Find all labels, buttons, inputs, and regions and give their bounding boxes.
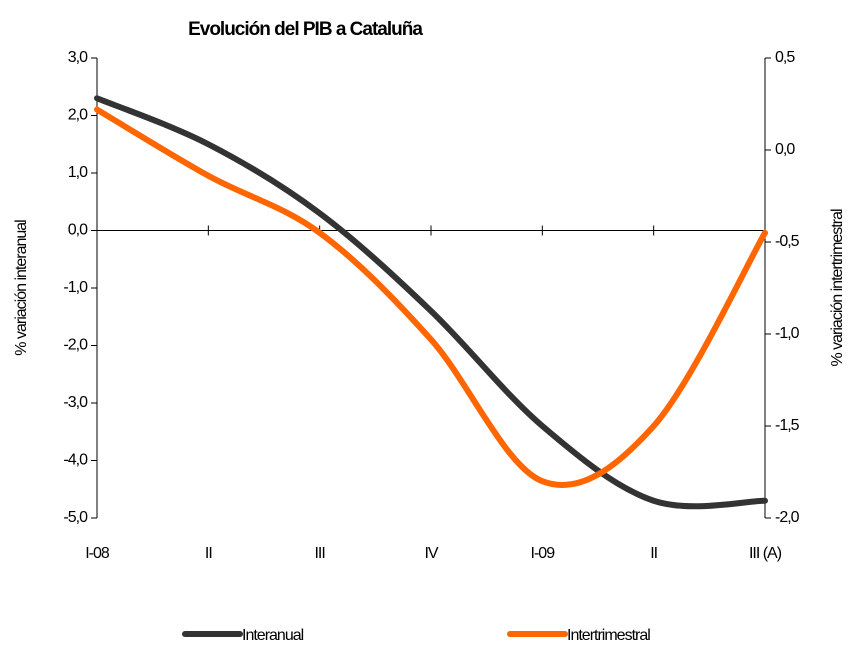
- y-tick-label: -1,0: [63, 279, 88, 296]
- series-line: [94, 106, 768, 488]
- y2-tick-label: -1,5: [775, 417, 800, 434]
- y-tick-label: 0,0: [68, 222, 88, 239]
- x-tick-label: II: [650, 545, 657, 562]
- x-tick-label: I-09: [531, 545, 556, 562]
- x-tick-label: I-08: [85, 545, 110, 562]
- x-tick-label: III (A): [749, 545, 782, 562]
- y-tick-label: -3,0: [63, 394, 88, 411]
- legend-label: Interanual: [242, 627, 304, 644]
- chart-title: Evolución del PIB a Cataluña: [188, 19, 423, 40]
- legend-label: Intertrimestral: [567, 627, 650, 644]
- x-tick-label: III: [314, 545, 324, 562]
- x-tick-label: IV: [424, 545, 438, 562]
- y-tick-label: 3,0: [68, 49, 88, 66]
- x-tick-label: II: [205, 545, 212, 562]
- y2-tick-label: 0,5: [775, 49, 795, 66]
- y2-tick-label: -0,5: [775, 233, 800, 250]
- y-tick-label: 1,0: [68, 164, 88, 181]
- y-tick-label: -5,0: [63, 509, 88, 526]
- y-tick-label: -4,0: [63, 452, 88, 469]
- y2-tick-label: -1,0: [775, 325, 800, 342]
- y-tick-label: -2,0: [63, 337, 88, 354]
- y2-tick-label: 0,0: [775, 141, 795, 158]
- series-line: [94, 95, 768, 510]
- y-axis-label: % variación interanual: [13, 220, 30, 356]
- y-tick-label: 2,0: [68, 107, 88, 124]
- y2-axis-label: % variación intertrimestral: [829, 209, 846, 367]
- y2-tick-label: -2,0: [775, 509, 800, 526]
